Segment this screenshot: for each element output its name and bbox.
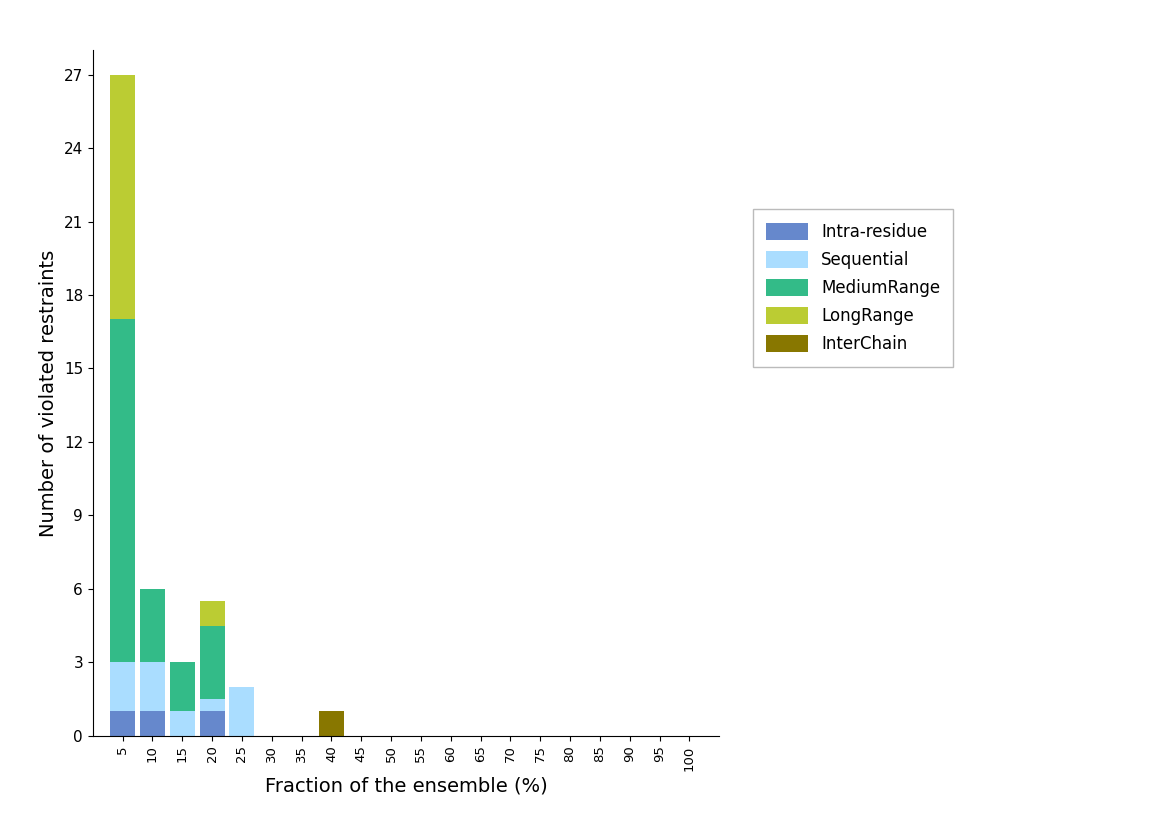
Bar bbox=[169, 662, 195, 711]
Y-axis label: Number of violated restraints: Number of violated restraints bbox=[39, 249, 58, 537]
Bar bbox=[140, 711, 165, 736]
Bar bbox=[110, 711, 136, 736]
Bar bbox=[200, 601, 225, 625]
Bar bbox=[319, 711, 345, 736]
Bar bbox=[169, 711, 195, 736]
Bar bbox=[110, 319, 136, 662]
Bar bbox=[110, 74, 136, 319]
Legend: Intra-residue, Sequential, MediumRange, LongRange, InterChain: Intra-residue, Sequential, MediumRange, … bbox=[753, 209, 954, 367]
Bar bbox=[230, 686, 254, 736]
Bar bbox=[140, 662, 165, 711]
Bar bbox=[140, 589, 165, 662]
Bar bbox=[200, 625, 225, 699]
Bar bbox=[200, 699, 225, 711]
Bar bbox=[200, 711, 225, 736]
X-axis label: Fraction of the ensemble (%): Fraction of the ensemble (%) bbox=[264, 776, 548, 795]
Bar bbox=[110, 662, 136, 711]
